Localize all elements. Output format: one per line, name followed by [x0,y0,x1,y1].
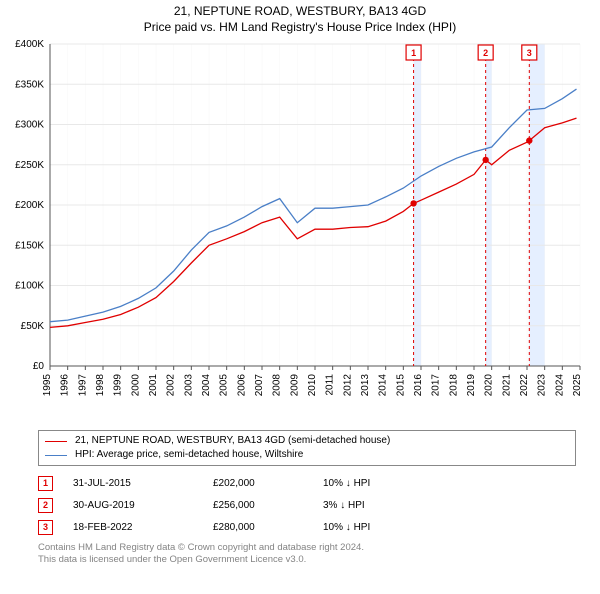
sale-delta: 10% ↓ HPI [323,522,433,533]
svg-text:2018: 2018 [448,374,459,397]
svg-text:2: 2 [483,48,488,58]
sale-delta: 10% ↓ HPI [323,478,433,489]
svg-text:£300K: £300K [15,120,44,131]
sales-row: 1 31-JUL-2015£202,00010% ↓ HPI [38,472,576,494]
svg-text:2016: 2016 [413,374,424,397]
sale-price: £280,000 [213,522,323,533]
svg-text:£150K: £150K [15,240,44,251]
svg-text:2002: 2002 [166,374,177,397]
svg-text:2008: 2008 [272,374,283,397]
attribution: Contains HM Land Registry data © Crown c… [38,542,576,566]
svg-text:£50K: £50K [21,321,45,332]
legend-item: HPI: Average price, semi-detached house,… [45,448,569,462]
legend-swatch [45,441,67,442]
svg-text:2015: 2015 [395,374,406,397]
page-title-line1: 21, NEPTUNE ROAD, WESTBURY, BA13 4GD [0,4,600,18]
svg-text:2011: 2011 [325,374,336,396]
svg-text:2000: 2000 [130,374,141,397]
svg-text:3: 3 [527,48,532,58]
svg-text:£350K: £350K [15,79,44,90]
svg-text:1995: 1995 [42,374,53,397]
legend-swatch [45,455,67,456]
sale-delta: 3% ↓ HPI [323,500,433,511]
svg-text:1: 1 [411,48,416,58]
svg-text:2004: 2004 [201,374,212,397]
svg-text:£100K: £100K [15,281,44,292]
svg-text:1997: 1997 [77,374,88,397]
svg-text:2013: 2013 [360,374,371,397]
sale-date: 18-FEB-2022 [73,522,213,533]
legend-item: 21, NEPTUNE ROAD, WESTBURY, BA13 4GD (se… [45,434,569,448]
svg-text:2019: 2019 [466,374,477,397]
svg-text:2006: 2006 [236,374,247,397]
svg-text:1996: 1996 [60,374,71,397]
sale-price: £256,000 [213,500,323,511]
sale-price: £202,000 [213,478,323,489]
svg-text:2025: 2025 [572,374,583,397]
sales-row: 3 18-FEB-2022£280,00010% ↓ HPI [38,516,576,538]
attribution-line2: This data is licensed under the Open Gov… [38,554,576,566]
sales-row: 2 30-AUG-2019£256,0003% ↓ HPI [38,494,576,516]
svg-text:1998: 1998 [95,374,106,397]
svg-text:2005: 2005 [219,374,230,397]
svg-text:2022: 2022 [519,374,530,397]
legend-label: 21, NEPTUNE ROAD, WESTBURY, BA13 4GD (se… [75,434,390,448]
sale-date: 30-AUG-2019 [73,500,213,511]
svg-text:£400K: £400K [15,40,44,50]
price-chart: £0 £50K £100K £150K £200K £250K £300K £350K £400… [0,40,600,424]
sale-marker-box: 2 [38,498,53,513]
svg-text:2009: 2009 [289,374,300,397]
svg-text:2001: 2001 [148,374,159,397]
svg-text:2007: 2007 [254,374,265,397]
chart-svg: £0 £50K £100K £150K £200K £250K £300K £350K £400… [0,40,600,424]
svg-text:2023: 2023 [537,374,548,397]
svg-text:2017: 2017 [431,374,442,397]
svg-text:2024: 2024 [554,374,565,397]
svg-text:2003: 2003 [183,374,194,397]
svg-text:2021: 2021 [501,374,512,397]
svg-text:£250K: £250K [15,160,44,171]
legend-label: HPI: Average price, semi-detached house,… [75,448,303,462]
sale-marker-box: 3 [38,520,53,535]
legend: 21, NEPTUNE ROAD, WESTBURY, BA13 4GD (se… [38,430,576,466]
svg-text:1999: 1999 [113,374,124,397]
svg-text:£200K: £200K [15,200,44,211]
svg-text:£0: £0 [33,361,45,372]
svg-text:2010: 2010 [307,374,318,397]
sale-date: 31-JUL-2015 [73,478,213,489]
svg-text:2020: 2020 [484,374,495,397]
sale-marker-box: 1 [38,476,53,491]
attribution-line1: Contains HM Land Registry data © Crown c… [38,542,576,554]
svg-text:2014: 2014 [378,374,389,397]
svg-text:2012: 2012 [342,374,353,397]
sales-table: 131-JUL-2015£202,00010% ↓ HPI230-AUG-201… [38,472,576,538]
page-title-line2: Price paid vs. HM Land Registry's House … [0,20,600,34]
